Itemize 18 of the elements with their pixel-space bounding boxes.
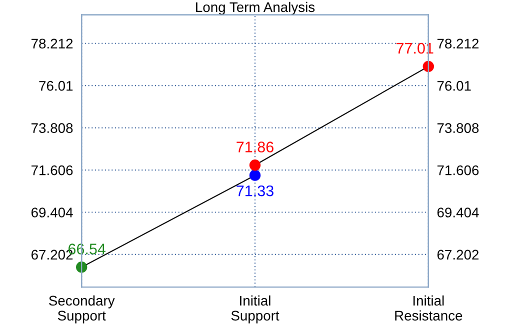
y2-tick-label: 73.808: [437, 123, 479, 133]
x-tick-label: Initial Support: [231, 295, 280, 324]
chart-title: Long Term Analysis: [196, 2, 315, 15]
y-tick-label: 71.606: [32, 165, 73, 176]
y-tick-label: 78.212: [32, 38, 73, 49]
y-tick-label: 69.404: [31, 208, 73, 218]
y2-tick-label: 76.01: [437, 80, 471, 91]
x-tick-label: Secondary Support: [49, 295, 115, 324]
y-tick-label: 73.808: [32, 123, 73, 133]
y2-tick-label: 78.212: [437, 38, 479, 49]
y2-tick-label: 69.404: [437, 208, 479, 218]
y2-tick-label: 67.202: [437, 250, 479, 260]
data-label: 77.01: [396, 42, 434, 54]
data-label: 71.33: [236, 185, 274, 196]
x-tick-label: Initial Resistance: [395, 295, 462, 321]
y2-tick-label: 71.606: [437, 165, 479, 176]
y-tick-label: 76.01: [39, 80, 73, 91]
data-label: 71.86: [236, 142, 274, 152]
